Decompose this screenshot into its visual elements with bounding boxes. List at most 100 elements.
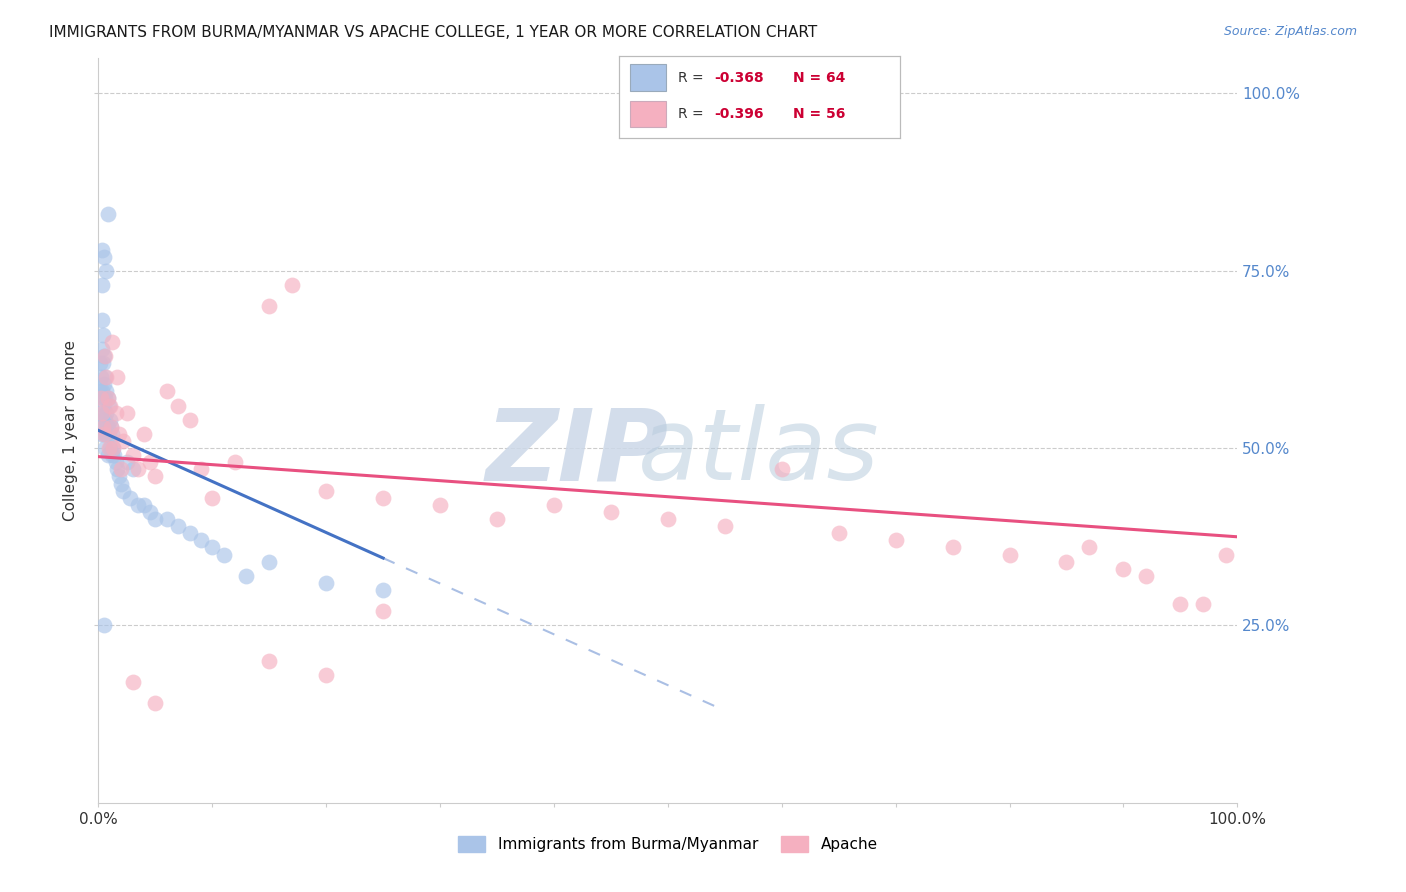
Point [91,327,114,342]
Text: -0.396: -0.396 [714,107,763,120]
Point [100,420,122,434]
Point [179,526,201,541]
Point [112,434,135,448]
Point [90,413,112,427]
Point [93,349,115,363]
Point [156,512,179,526]
Point [90,342,112,356]
Point [998,548,1021,562]
Point [190,462,212,476]
Text: N = 64: N = 64 [793,70,845,85]
Point [98,441,121,455]
Point [371,582,394,597]
Point [121,448,143,462]
Point [942,541,965,555]
Point [108,426,131,441]
Point [110,462,132,476]
Point [121,462,143,476]
Legend: Immigrants from Burma/Myanmar, Apache: Immigrants from Burma/Myanmar, Apache [451,830,884,858]
Point [105,462,128,476]
Point [1112,562,1135,576]
Point [96,207,118,221]
Point [145,469,167,483]
Point [112,483,135,498]
Text: Source: ZipAtlas.com: Source: ZipAtlas.com [1223,25,1357,38]
Point [127,498,149,512]
Point [1078,541,1101,555]
Point [91,392,114,406]
Point [91,420,114,434]
Point [90,392,112,406]
Point [101,448,124,462]
Point [101,426,124,441]
Point [486,512,509,526]
Point [201,541,224,555]
Point [429,498,451,512]
Point [156,384,179,399]
Point [259,654,281,668]
Point [93,399,115,413]
Point [132,426,155,441]
Point [281,277,304,292]
Point [167,399,190,413]
Point [371,604,394,618]
Point [90,426,112,441]
Text: R =: R = [678,107,707,120]
Point [235,569,257,583]
Point [145,512,167,526]
Point [371,491,394,505]
Point [94,349,117,363]
Point [94,441,117,455]
Point [315,668,337,682]
Point [103,441,125,455]
Point [96,392,118,406]
Point [97,426,120,441]
Point [1054,555,1078,569]
Point [201,491,224,505]
Point [259,555,281,569]
Point [100,420,122,434]
Point [108,469,131,483]
Text: IMMIGRANTS FROM BURMA/MYANMAR VS APACHE COLLEGE, 1 YEAR OR MORE CORRELATION CHAR: IMMIGRANTS FROM BURMA/MYANMAR VS APACHE … [49,25,817,40]
Point [90,406,112,420]
Point [1215,548,1237,562]
Point [97,441,120,455]
Point [96,392,118,406]
Point [90,384,112,399]
Point [770,462,793,476]
Text: ZIP: ZIP [485,404,668,501]
Point [90,313,112,327]
Point [91,356,114,370]
Point [190,533,212,548]
Point [884,533,907,548]
Point [103,448,125,462]
Point [145,697,167,711]
Point [104,455,127,469]
Point [127,462,149,476]
Point [89,356,111,370]
Point [94,392,117,406]
Y-axis label: College, 1 year or more: College, 1 year or more [63,340,79,521]
Text: -0.368: -0.368 [714,70,763,85]
Point [315,575,337,590]
Point [90,277,112,292]
Point [110,476,132,491]
Point [96,370,118,384]
Point [167,519,190,533]
Point [91,420,114,434]
Point [714,519,737,533]
Point [90,406,112,420]
Point [543,498,565,512]
Point [1135,569,1157,583]
Point [121,675,143,690]
Point [90,243,112,257]
Point [104,406,127,420]
Point [105,370,128,384]
Point [97,399,120,413]
Text: R =: R = [678,70,707,85]
Point [1192,597,1215,611]
Point [96,384,118,399]
Point [93,426,115,441]
Point [315,483,337,498]
Point [103,441,125,455]
